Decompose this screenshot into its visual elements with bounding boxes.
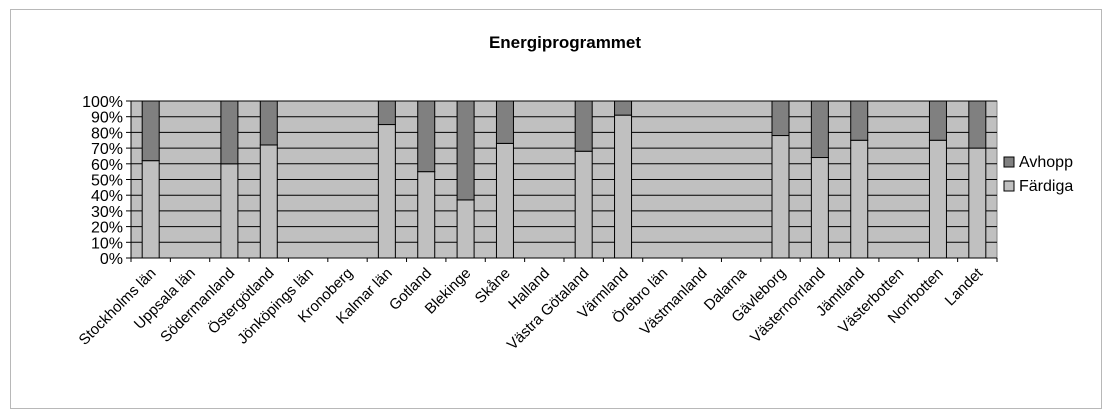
bar-f-rdiga — [495, 142, 514, 259]
bar-avhopp — [495, 100, 514, 144]
x-tick-label: Landet — [942, 264, 987, 309]
y-tick-label: 30% — [91, 204, 123, 221]
bar-avhopp — [850, 100, 869, 141]
bar-f-rdiga — [850, 139, 869, 259]
chart-title: Energiprogrammet — [489, 33, 641, 52]
legend: Avhopp Färdiga — [1003, 145, 1101, 203]
legend-item-fardiga: Färdiga — [1003, 178, 1073, 195]
legend-swatch-fardiga — [1003, 180, 1015, 192]
bar-f-rdiga — [968, 147, 987, 259]
bar-f-rdiga — [377, 124, 396, 259]
legend-label-fardiga: Färdiga — [1019, 178, 1073, 195]
bar-f-rdiga — [614, 114, 633, 259]
y-tick-label: 0% — [100, 251, 123, 268]
bar-f-rdiga — [928, 139, 947, 259]
bar-f-rdiga — [574, 150, 593, 259]
bar-f-rdiga — [417, 171, 436, 259]
bar-avhopp — [614, 100, 633, 116]
bar-avhopp — [377, 100, 396, 126]
bar-avhopp — [574, 100, 593, 152]
legend-swatch-avhopp — [1003, 156, 1015, 168]
y-tick-label: 90% — [91, 110, 123, 127]
bar-avhopp — [968, 100, 987, 149]
bar-avhopp — [771, 100, 790, 137]
y-tick-label: 50% — [91, 173, 123, 190]
legend-item-avhopp: Avhopp — [1003, 154, 1073, 171]
bar-f-rdiga — [220, 163, 239, 259]
y-tick-label: 80% — [91, 125, 123, 142]
bar-avhopp — [259, 100, 278, 146]
bar-avhopp — [220, 100, 239, 165]
y-tick-label: 60% — [91, 157, 123, 174]
bar-f-rdiga — [810, 157, 829, 259]
y-axis: 0%10%20%30%40%50%60%70%80%90%100% — [82, 94, 132, 268]
bar-f-rdiga — [259, 144, 278, 259]
y-tick-label: 100% — [82, 94, 123, 111]
bar-f-rdiga — [456, 199, 475, 259]
bar-avhopp — [928, 100, 947, 141]
bar-avhopp — [810, 100, 829, 159]
bar-avhopp — [456, 100, 475, 201]
legend-label-avhopp: Avhopp — [1019, 154, 1073, 171]
bar-f-rdiga — [141, 160, 160, 259]
y-tick-label: 20% — [91, 220, 123, 237]
chart-frame: Energiprogrammet 0% 10% 20% 30% 40% 50% 60% 70%… — [10, 9, 1102, 409]
y-tick-label: 10% — [91, 235, 123, 252]
bar-f-rdiga — [771, 135, 790, 259]
y-tick-label: 70% — [91, 141, 123, 158]
y-tick-label: 40% — [91, 188, 123, 205]
bar-avhopp — [141, 100, 160, 162]
bars — [141, 100, 987, 259]
chart: Energiprogrammet 0%10%20%30%40%50%60%70%… — [76, 33, 1101, 353]
bar-avhopp — [417, 100, 436, 173]
